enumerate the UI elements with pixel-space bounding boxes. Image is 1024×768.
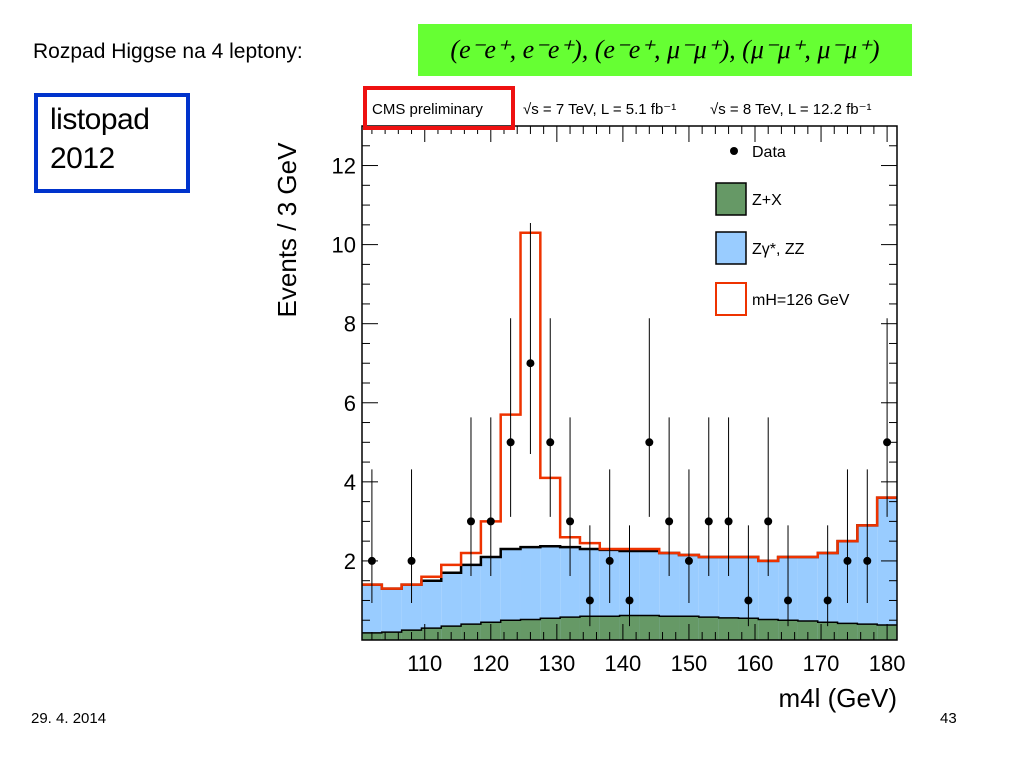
x-tick-label: 160 [737, 651, 774, 676]
y-tick-label: 10 [332, 233, 356, 258]
data-point [486, 517, 495, 526]
data-point [466, 517, 475, 526]
cms-label-box [363, 86, 515, 130]
y-tick-label: 2 [344, 549, 356, 574]
bar-zx [619, 615, 640, 640]
x-tick-label: 150 [671, 651, 708, 676]
legend: Data Z+X Zγ*, ZZ mH=126 GeV [715, 144, 850, 316]
legend-swatch-zz [715, 231, 747, 265]
bar-zx [857, 624, 878, 640]
data-point [407, 556, 416, 565]
data-point [546, 438, 555, 447]
bar-zx [797, 621, 818, 640]
data-point [684, 556, 693, 565]
x-axis-label: m4l (GeV) [779, 683, 897, 713]
bar-zz [421, 580, 442, 640]
bar-zx [520, 619, 541, 640]
x-tick-label: 140 [605, 651, 642, 676]
bar-zz [797, 556, 818, 640]
data-point [585, 596, 594, 605]
bar-zx [560, 617, 580, 640]
data-point [843, 556, 852, 565]
bar-zz [500, 549, 521, 640]
y-tick-label: 12 [332, 154, 356, 179]
legend-marker-data [730, 147, 738, 155]
y-tick-label: 4 [344, 470, 356, 495]
data-points [367, 223, 892, 627]
date-box-month: listopad [50, 103, 150, 136]
legend-label-zz: Zγ*, ZZ [752, 241, 805, 258]
bar-zx [758, 619, 779, 640]
data-point [724, 517, 733, 526]
bar-zz [362, 584, 382, 640]
lumi-7tev: √s = 7 TeV, L = 5.1 fb⁻¹ [523, 101, 676, 118]
bar-zz [461, 564, 481, 640]
bar-zx [659, 616, 680, 640]
legend-label-data: Data [752, 144, 786, 161]
data-point [704, 517, 713, 526]
bar-zx [718, 617, 739, 640]
data-point [605, 556, 614, 565]
data-point [764, 517, 773, 526]
zx-outline [362, 614, 897, 634]
data-point [526, 359, 535, 368]
bar-zx [837, 623, 858, 640]
legend-swatch-zx [715, 182, 747, 216]
signal-histogram [362, 231, 897, 590]
bar-zx [778, 620, 798, 640]
y-tick-label: 6 [344, 391, 356, 416]
signal-line [362, 231, 897, 590]
data-point [744, 596, 753, 605]
bar-zx [599, 616, 620, 640]
lumi-8tev: √s = 8 TeV, L = 12.2 fb⁻¹ [710, 101, 872, 118]
legend-label-zx: Z+X [752, 192, 782, 209]
legend-swatch-signal [715, 282, 747, 316]
data-point [645, 438, 654, 447]
bar-zx [817, 622, 838, 640]
bar-zx [421, 628, 442, 640]
x-tick-label: 180 [869, 651, 906, 676]
data-point [625, 596, 634, 605]
bar-zz [540, 546, 561, 640]
bar-zx [639, 615, 660, 640]
data-point [665, 517, 674, 526]
data-point [823, 596, 832, 605]
data-point [883, 438, 892, 447]
bar-zx [579, 616, 600, 640]
page-number: 43 [940, 710, 957, 727]
date-box: listopad 2012 [34, 93, 190, 193]
x-tick-label: 130 [538, 651, 575, 676]
bar-zz [381, 588, 402, 640]
bar-zz [877, 497, 897, 640]
cms-label: CMS preliminary [372, 101, 483, 118]
y-tick-label: 8 [344, 312, 356, 337]
bar-zz [480, 556, 501, 640]
x-tick-label: 120 [472, 651, 509, 676]
decay-channels-formula: (e⁻e⁺, e⁻e⁺), (e⁻e⁺, μ⁻μ⁺), (μ⁻μ⁺, μ⁻μ⁺) [418, 24, 912, 76]
x-tick-label: 110 [407, 651, 442, 676]
x-tick-label: 170 [803, 651, 840, 676]
bar-zx [540, 618, 561, 640]
data-point [566, 517, 575, 526]
data-point [506, 438, 515, 447]
axes: 110 120 130 140 150 160 170 180 2 4 6 8 10 12 [332, 125, 906, 676]
y-axis-label: Events / 3 GeV [272, 142, 302, 318]
footer-date: 29. 4. 2014 [31, 710, 107, 727]
data-point [784, 596, 793, 605]
date-box-year: 2012 [50, 142, 115, 175]
bar-zz [401, 584, 422, 640]
bar-zx [381, 632, 402, 640]
bar-zx [461, 624, 481, 640]
bar-zx [500, 620, 521, 640]
slide-title: Rozpad Higgse na 4 leptony: [33, 40, 303, 63]
bar-zz [520, 547, 541, 640]
data-point [863, 556, 872, 565]
bar-zx [738, 618, 759, 640]
bar-zz [441, 572, 462, 640]
bar-zx [698, 617, 719, 640]
legend-label-signal: mH=126 GeV [752, 292, 850, 309]
